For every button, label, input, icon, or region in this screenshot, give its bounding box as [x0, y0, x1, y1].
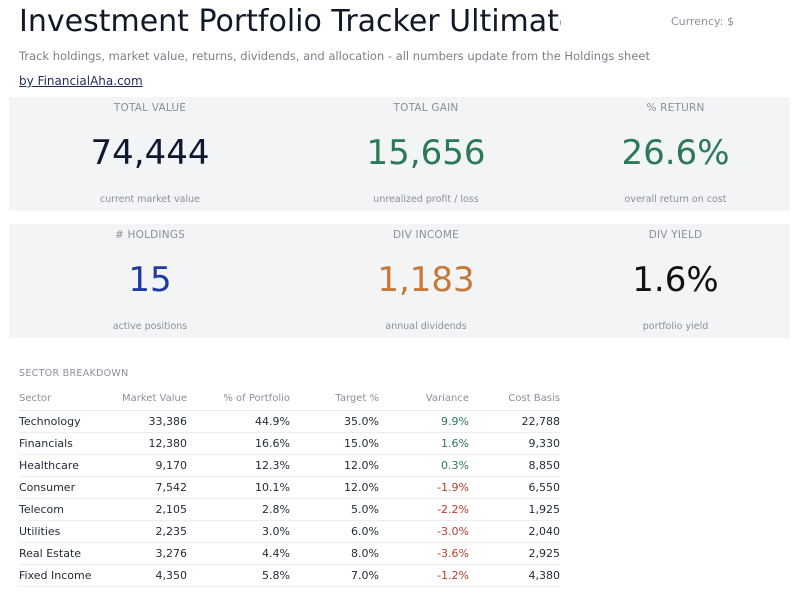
- cell-market-value: 12,380: [104, 432, 187, 455]
- cell-variance: 9.9%: [379, 410, 469, 433]
- cell-target: 5.0%: [290, 498, 379, 521]
- cell-percent-portfolio: 3.0%: [187, 520, 290, 543]
- cell-percent-portfolio: 2.8%: [187, 498, 290, 521]
- kpi-row-1: TOTAL VALUE 74,444 current market value …: [9, 97, 790, 211]
- kpi-caption: active positions: [112, 321, 188, 332]
- cell-percent-portfolio: 44.9%: [187, 410, 290, 433]
- cell-variance: -3.6%: [379, 542, 469, 565]
- currency-label: Currency: $: [671, 15, 734, 28]
- cell-percent-portfolio: 10.1%: [187, 476, 290, 499]
- table-row: Technology 33,386 44.9% 35.0% 9.9% 22,788: [19, 410, 560, 433]
- column-header-variance: Variance: [379, 387, 469, 411]
- cell-variance: -1.2%: [379, 564, 469, 587]
- cell-variance: 0.3%: [379, 454, 469, 477]
- kpi-label: # HOLDINGS: [115, 229, 185, 241]
- kpi-label: TOTAL GAIN: [393, 102, 459, 114]
- cell-sector: Healthcare: [19, 454, 104, 477]
- table-row: Consumer 7,542 10.1% 12.0% -1.9% 6,550: [19, 476, 560, 499]
- byline-link[interactable]: by FinancialAha.com: [19, 74, 143, 88]
- cell-sector: Technology: [19, 410, 104, 433]
- column-header-sector: Sector: [19, 387, 104, 411]
- cell-cost-basis: 22,788: [469, 410, 560, 433]
- page-title: Investment Portfolio Tracker Ultimate: [19, 4, 561, 39]
- cell-variance: -1.9%: [379, 476, 469, 499]
- kpi-value: 74,444: [90, 133, 210, 173]
- column-header-cost-basis: Cost Basis: [469, 387, 560, 411]
- column-header-market-value: Market Value: [104, 387, 187, 411]
- kpi-caption: unrealized profit / loss: [373, 194, 479, 205]
- cell-sector: Telecom: [19, 498, 104, 521]
- cell-cost-basis: 6,550: [469, 476, 560, 499]
- cell-variance: 1.6%: [379, 432, 469, 455]
- column-header-target: Target %: [290, 387, 379, 411]
- cell-sector: Financials: [19, 432, 104, 455]
- cell-cost-basis: 1,925: [469, 498, 560, 521]
- kpi-total-value: TOTAL VALUE 74,444 current market value: [9, 97, 291, 211]
- cell-market-value: 2,105: [104, 498, 187, 521]
- kpi-value: 15: [128, 260, 172, 300]
- cell-target: 7.0%: [290, 564, 379, 587]
- table-header-row: Sector Market Value % of Portfolio Targe…: [19, 387, 560, 411]
- table-row: Utilities 2,235 3.0% 6.0% -3.0% 2,040: [19, 520, 560, 543]
- cell-sector: Consumer: [19, 476, 104, 499]
- kpi-percent-return: % RETURN 26.6% overall return on cost: [561, 97, 790, 211]
- kpi-value: 1,183: [377, 260, 475, 300]
- table-row: Telecom 2,105 2.8% 5.0% -2.2% 1,925: [19, 498, 560, 521]
- kpi-caption: current market value: [100, 194, 200, 205]
- kpi-value: 15,656: [366, 133, 486, 173]
- cell-percent-portfolio: 4.4%: [187, 542, 290, 565]
- cell-percent-portfolio: 16.6%: [187, 432, 290, 455]
- kpi-caption: overall return on cost: [624, 194, 727, 205]
- sector-breakdown-table: Sector Market Value % of Portfolio Targe…: [19, 387, 560, 587]
- table-row: Real Estate 3,276 4.4% 8.0% -3.6% 2,925: [19, 542, 560, 565]
- section-title-sector: SECTOR BREAKDOWN: [19, 368, 129, 379]
- table-row: Fixed Income 4,350 5.8% 7.0% -1.2% 4,380: [19, 564, 560, 587]
- page-subtitle: Track holdings, market value, returns, d…: [19, 49, 650, 63]
- kpi-label: DIV INCOME: [393, 229, 459, 241]
- kpi-caption: annual dividends: [385, 321, 467, 332]
- kpi-total-gain: TOTAL GAIN 15,656 unrealized profit / lo…: [291, 97, 561, 211]
- cell-cost-basis: 9,330: [469, 432, 560, 455]
- kpi-caption: portfolio yield: [642, 321, 709, 332]
- cell-target: 35.0%: [290, 410, 379, 433]
- cell-cost-basis: 8,850: [469, 454, 560, 477]
- kpi-div-yield: DIV YIELD 1.6% portfolio yield: [561, 224, 790, 338]
- cell-target: 8.0%: [290, 542, 379, 565]
- cell-market-value: 9,170: [104, 454, 187, 477]
- cell-cost-basis: 4,380: [469, 564, 560, 587]
- cell-market-value: 7,542: [104, 476, 187, 499]
- kpi-div-income: DIV INCOME 1,183 annual dividends: [291, 224, 561, 338]
- column-header-percent-portfolio: % of Portfolio: [187, 387, 290, 411]
- cell-percent-portfolio: 5.8%: [187, 564, 290, 587]
- cell-market-value: 3,276: [104, 542, 187, 565]
- kpi-label: DIV YIELD: [648, 229, 703, 241]
- kpi-label: TOTAL VALUE: [113, 102, 187, 114]
- cell-sector: Real Estate: [19, 542, 104, 565]
- kpi-value: 1.6%: [632, 260, 719, 300]
- cell-sector: Utilities: [19, 520, 104, 543]
- cell-market-value: 2,235: [104, 520, 187, 543]
- cell-cost-basis: 2,040: [469, 520, 560, 543]
- cell-variance: -2.2%: [379, 498, 469, 521]
- kpi-holdings: # HOLDINGS 15 active positions: [9, 224, 291, 338]
- cell-percent-portfolio: 12.3%: [187, 454, 290, 477]
- cell-cost-basis: 2,925: [469, 542, 560, 565]
- cell-target: 6.0%: [290, 520, 379, 543]
- cell-variance: -3.0%: [379, 520, 469, 543]
- cell-target: 15.0%: [290, 432, 379, 455]
- cell-target: 12.0%: [290, 454, 379, 477]
- kpi-value: 26.6%: [621, 133, 730, 173]
- table-row: Healthcare 9,170 12.3% 12.0% 0.3% 8,850: [19, 454, 560, 477]
- cell-sector: Fixed Income: [19, 564, 104, 587]
- table-row: Financials 12,380 16.6% 15.0% 1.6% 9,330: [19, 432, 560, 455]
- cell-target: 12.0%: [290, 476, 379, 499]
- kpi-row-2: # HOLDINGS 15 active positions DIV INCOM…: [9, 224, 790, 338]
- kpi-label: % RETURN: [646, 102, 705, 114]
- cell-market-value: 4,350: [104, 564, 187, 587]
- cell-market-value: 33,386: [104, 410, 187, 433]
